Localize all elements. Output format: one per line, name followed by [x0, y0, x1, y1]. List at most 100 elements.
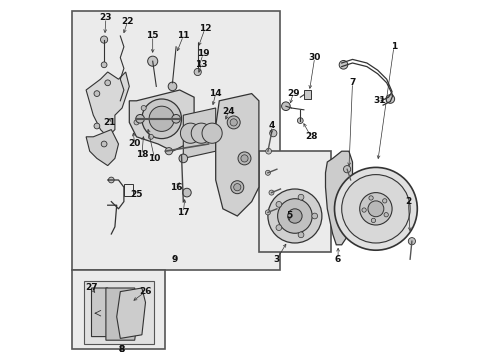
Circle shape [287, 209, 302, 223]
Text: 29: 29 [286, 89, 299, 98]
Text: 5: 5 [286, 211, 292, 220]
Text: 15: 15 [146, 31, 159, 40]
Circle shape [101, 141, 107, 147]
Circle shape [147, 56, 158, 66]
Circle shape [230, 181, 244, 194]
Circle shape [142, 99, 181, 139]
Circle shape [101, 62, 107, 68]
Circle shape [233, 184, 241, 191]
Circle shape [136, 114, 144, 123]
Polygon shape [91, 288, 111, 337]
Circle shape [339, 60, 347, 69]
Text: 2: 2 [405, 197, 410, 206]
Text: 18: 18 [135, 150, 148, 159]
Text: 11: 11 [177, 31, 189, 40]
Text: 27: 27 [85, 284, 98, 292]
Circle shape [382, 199, 386, 203]
Polygon shape [117, 288, 145, 338]
Circle shape [265, 148, 271, 154]
Polygon shape [129, 90, 194, 151]
Circle shape [104, 80, 110, 86]
Text: 1: 1 [390, 42, 396, 51]
Circle shape [194, 68, 201, 76]
Circle shape [267, 189, 321, 243]
Circle shape [385, 95, 394, 103]
Text: 16: 16 [169, 183, 182, 192]
Text: 9: 9 [171, 255, 177, 264]
Circle shape [108, 177, 114, 183]
Text: 14: 14 [209, 89, 222, 98]
Polygon shape [325, 151, 352, 245]
Circle shape [180, 123, 200, 143]
Circle shape [361, 208, 366, 212]
Bar [303, 90, 310, 99]
Text: 22: 22 [121, 17, 134, 26]
Circle shape [368, 196, 372, 200]
Text: 21: 21 [103, 118, 116, 127]
Text: 10: 10 [148, 154, 161, 163]
Circle shape [94, 91, 100, 96]
Circle shape [179, 154, 187, 163]
Text: 8: 8 [119, 345, 125, 354]
Circle shape [298, 232, 303, 238]
Circle shape [275, 202, 281, 207]
Circle shape [407, 238, 415, 245]
Text: 12: 12 [198, 24, 211, 33]
Circle shape [94, 123, 100, 129]
Text: 31: 31 [372, 96, 385, 105]
Text: 26: 26 [139, 287, 151, 296]
Circle shape [277, 199, 311, 233]
Circle shape [165, 148, 172, 155]
Text: 23: 23 [100, 13, 112, 22]
Text: 17: 17 [177, 208, 189, 217]
Circle shape [134, 120, 139, 125]
Circle shape [101, 36, 107, 43]
Bar [84, 281, 154, 344]
Circle shape [265, 210, 270, 215]
Polygon shape [106, 288, 138, 340]
Polygon shape [215, 94, 258, 216]
Text: 4: 4 [268, 122, 274, 130]
Circle shape [269, 130, 276, 137]
Text: 30: 30 [308, 53, 320, 62]
Circle shape [334, 167, 416, 250]
Text: 25: 25 [130, 190, 142, 199]
Circle shape [275, 225, 281, 230]
Circle shape [341, 175, 409, 243]
Circle shape [343, 166, 350, 173]
Bar [72, 11, 280, 270]
Circle shape [168, 82, 177, 91]
Circle shape [311, 213, 317, 219]
Circle shape [148, 134, 153, 139]
Text: 20: 20 [128, 139, 141, 148]
Polygon shape [183, 108, 215, 158]
Polygon shape [86, 72, 129, 137]
Circle shape [265, 170, 270, 175]
Circle shape [370, 218, 375, 222]
Circle shape [202, 123, 222, 143]
Text: 3: 3 [273, 255, 280, 264]
Bar [123, 184, 133, 196]
Circle shape [281, 102, 289, 111]
Circle shape [171, 114, 180, 123]
Polygon shape [86, 130, 118, 166]
Circle shape [182, 188, 191, 197]
Circle shape [268, 190, 273, 195]
Text: 8: 8 [119, 345, 125, 354]
Circle shape [227, 116, 240, 129]
Bar [72, 270, 165, 349]
Text: 28: 28 [304, 132, 317, 141]
Bar [258, 151, 330, 252]
Circle shape [191, 123, 211, 143]
Circle shape [241, 155, 247, 162]
Circle shape [230, 119, 237, 126]
Circle shape [359, 193, 391, 225]
Circle shape [383, 212, 387, 217]
Text: 19: 19 [196, 49, 209, 58]
Circle shape [367, 201, 383, 217]
Text: 24: 24 [222, 107, 234, 116]
Circle shape [298, 194, 303, 200]
Text: 6: 6 [334, 255, 341, 264]
Circle shape [297, 118, 303, 123]
Text: 7: 7 [348, 78, 355, 87]
